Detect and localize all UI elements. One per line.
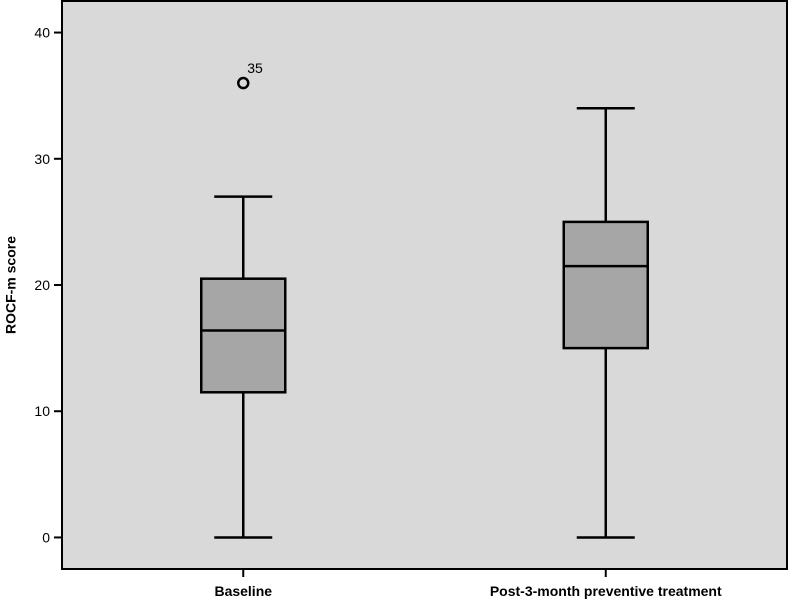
y-tick-label-10: 10 [34, 403, 50, 419]
x-axis: Baseline Post-3-month preventive treatmen… [214, 569, 722, 599]
y-tick-label-0: 0 [42, 529, 50, 545]
iqr-box-0 [200, 277, 287, 394]
y-axis-title: ROCF-m score [3, 236, 19, 334]
outlier-point-0-0 [237, 76, 250, 90]
y-tick-label-20: 20 [34, 277, 50, 293]
iqr-box-1 [562, 220, 649, 350]
y-tick-label-30: 30 [34, 151, 50, 167]
box-group-1 [562, 107, 649, 539]
x-category-label-0: Baseline [214, 583, 272, 599]
y-tick-label-40: 40 [34, 25, 50, 41]
boxes-group: 35 [200, 60, 649, 539]
box-group-0: 35 [200, 60, 287, 539]
y-axis: 0 10 20 30 40 [34, 25, 62, 545]
outlier-label-0-0: 35 [247, 60, 263, 76]
x-category-label-1: Post-3-month preventive treatment [490, 583, 722, 599]
plot-area [61, 0, 788, 570]
